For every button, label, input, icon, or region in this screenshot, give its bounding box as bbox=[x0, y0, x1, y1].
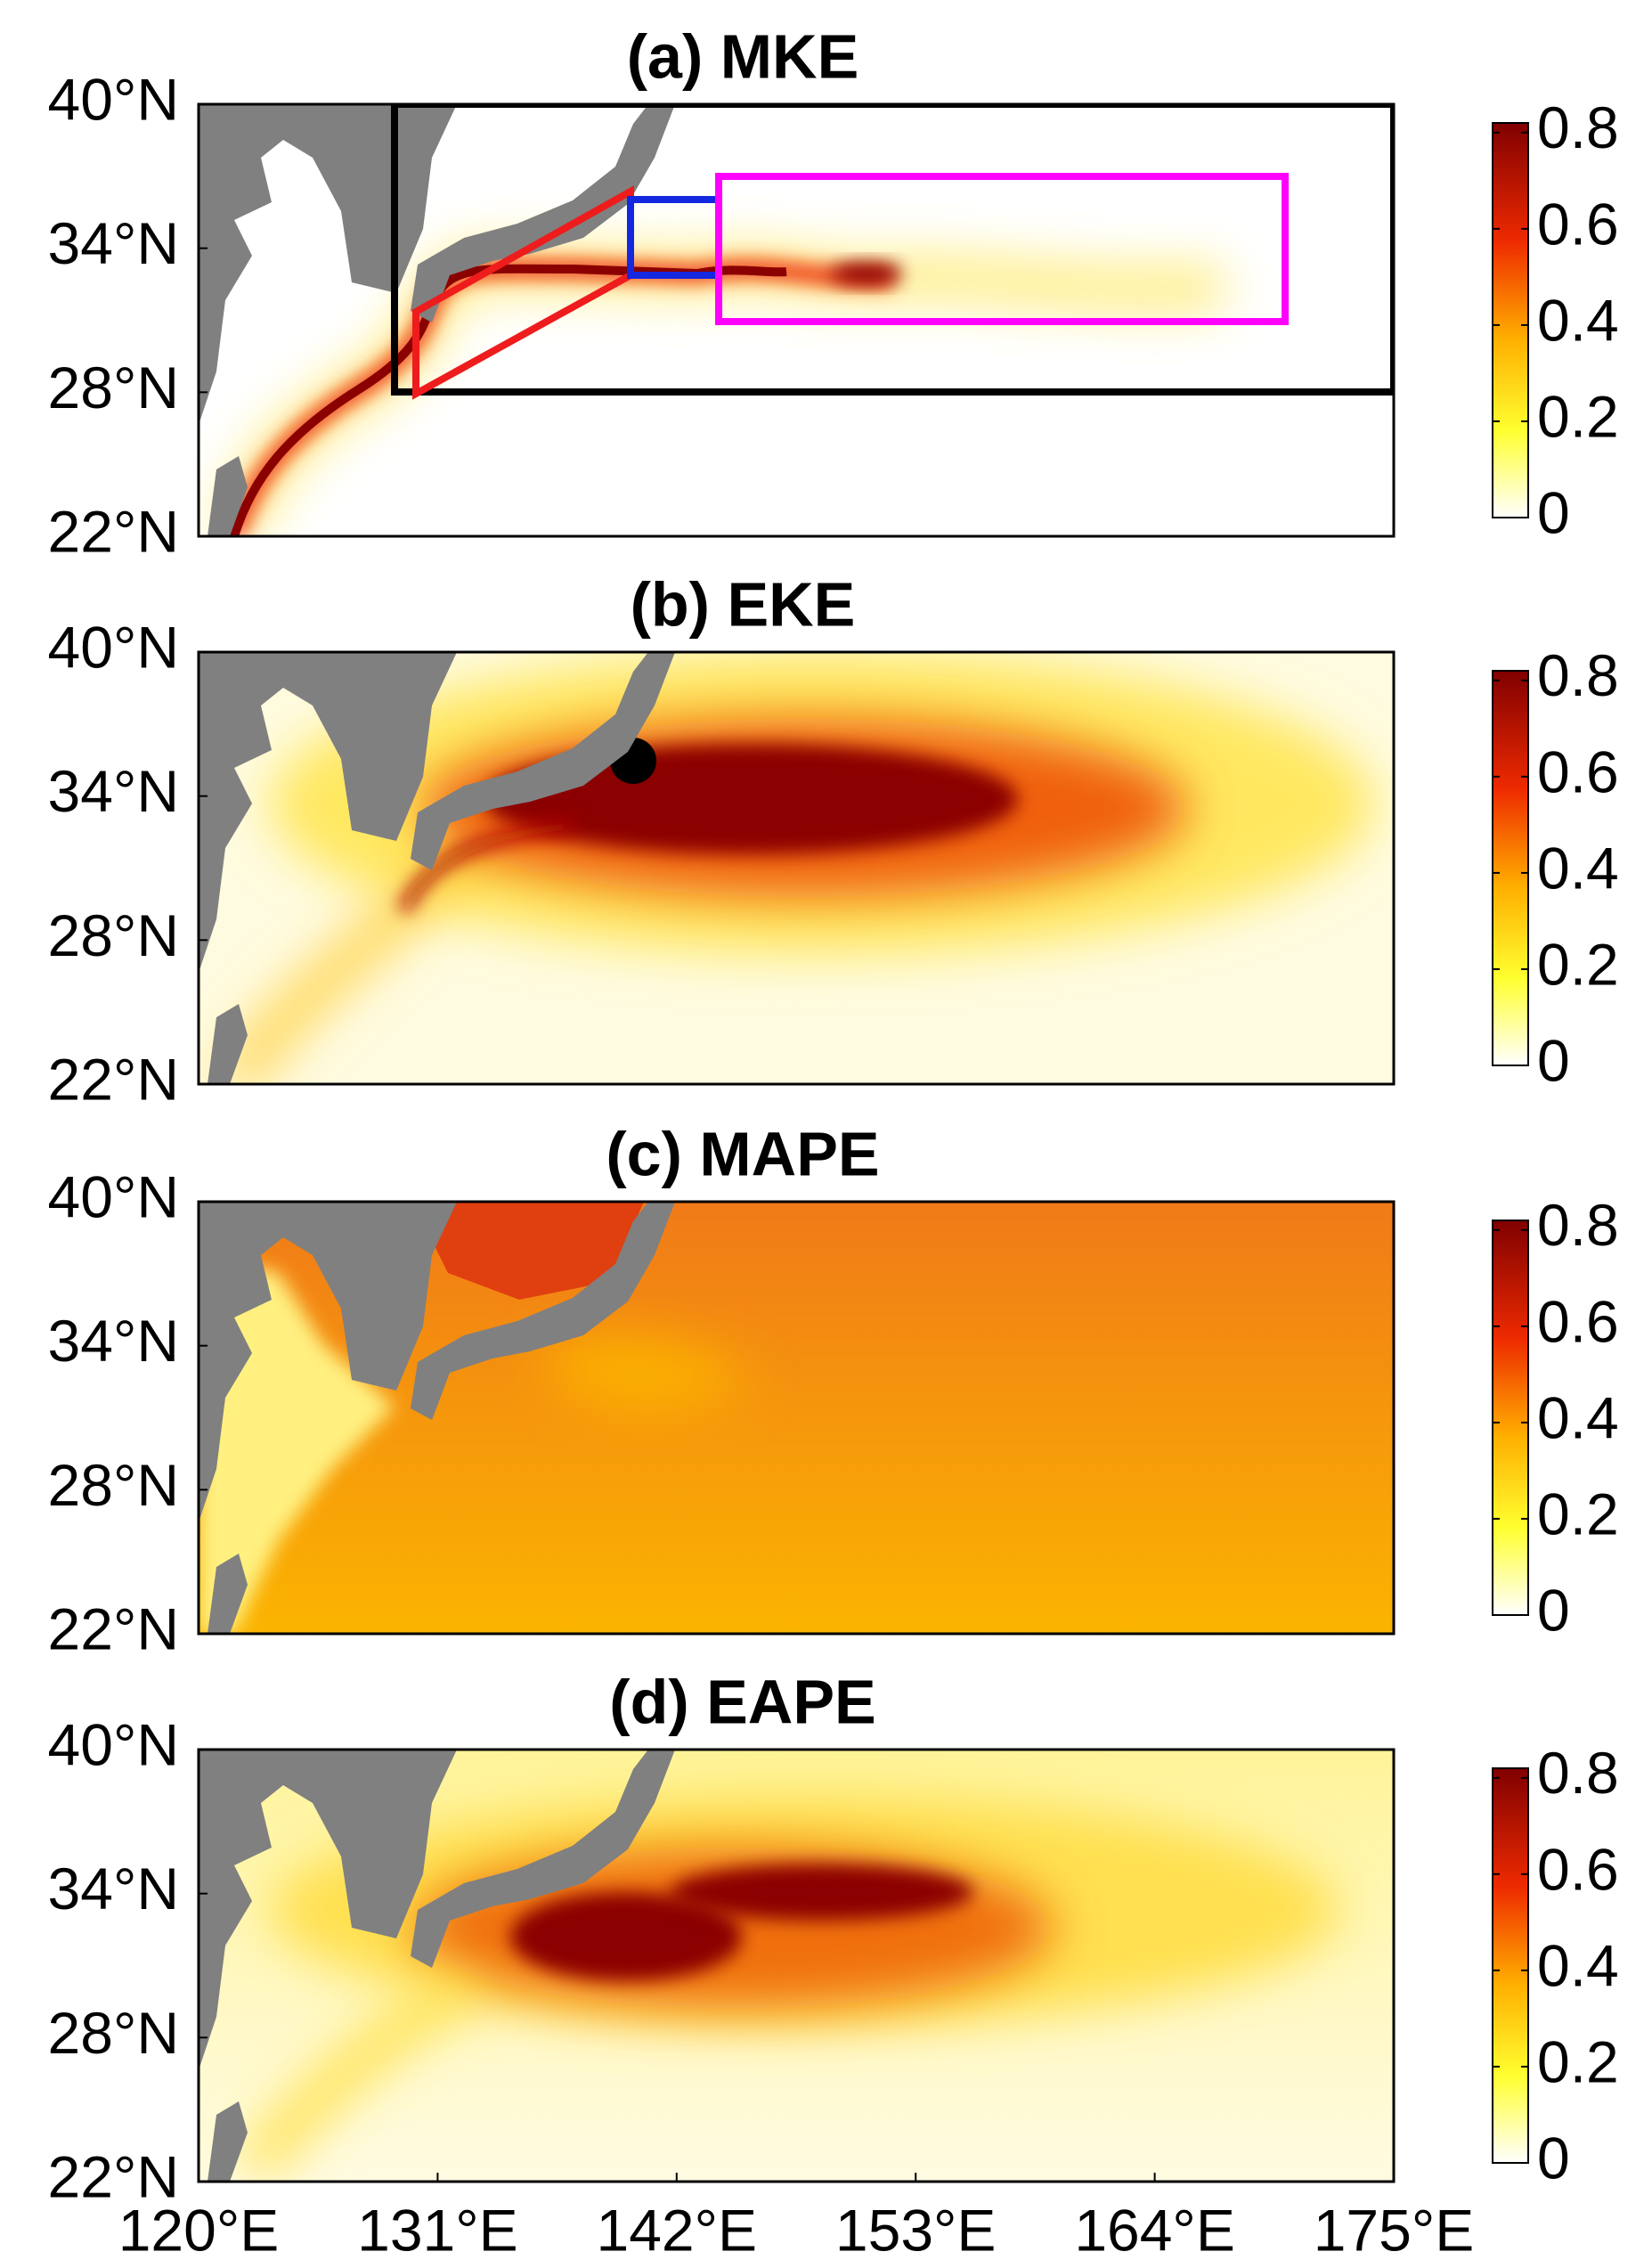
colorbar-tick-label: 0.6 bbox=[1537, 738, 1619, 804]
lat-tick-label: 22°N bbox=[48, 2143, 179, 2209]
map-frame bbox=[197, 1748, 1396, 2183]
panel-title: (c) MAPE bbox=[606, 1119, 879, 1188]
colorbar bbox=[1492, 122, 1529, 518]
lat-tick-label: 22°N bbox=[48, 498, 179, 564]
colorbar bbox=[1492, 1767, 1529, 2164]
lat-tick-label: 28°N bbox=[48, 355, 179, 420]
map-frame bbox=[197, 102, 1396, 538]
colorbar-tick-label: 0 bbox=[1537, 1027, 1570, 1093]
panel-title: (d) EAPE bbox=[609, 1667, 875, 1736]
colorbar-tick-label: 0.8 bbox=[1537, 642, 1619, 708]
lat-tick-label: 34°N bbox=[48, 758, 179, 824]
colorbar-tick-label: 0.4 bbox=[1537, 1384, 1619, 1450]
lat-tick-label: 40°N bbox=[48, 1163, 179, 1229]
panel-title: (a) MKE bbox=[627, 21, 859, 91]
colorbar bbox=[1492, 670, 1529, 1066]
colorbar-tick-label: 0.4 bbox=[1537, 1932, 1619, 1998]
colorbar-tick-label: 0 bbox=[1537, 2125, 1570, 2190]
map-frame bbox=[197, 650, 1396, 1086]
map-panel bbox=[199, 652, 1394, 1084]
colorbar-tick-label: 0.2 bbox=[1537, 383, 1619, 449]
lon-tick-label: 131°E bbox=[357, 2197, 518, 2263]
lat-tick-label: 34°N bbox=[48, 1856, 179, 1921]
colorbar bbox=[1492, 1220, 1529, 1616]
map-panel bbox=[199, 1750, 1394, 2182]
colorbar-tick-label: 0 bbox=[1537, 1577, 1570, 1643]
colorbar-tick-label: 0.6 bbox=[1537, 1288, 1619, 1354]
colorbar-tick-label: 0.2 bbox=[1537, 1481, 1619, 1546]
lat-tick-label: 40°N bbox=[48, 1711, 179, 1777]
lat-tick-label: 34°N bbox=[48, 1308, 179, 1374]
colorbar-tick-label: 0.2 bbox=[1537, 931, 1619, 997]
colorbar-tick-label: 0.6 bbox=[1537, 191, 1619, 257]
map-frame bbox=[197, 1200, 1396, 1636]
lat-tick-label: 40°N bbox=[48, 614, 179, 680]
map-panel bbox=[199, 1202, 1394, 1634]
colorbar-tick-label: 0 bbox=[1537, 479, 1570, 545]
colorbar-tick-label: 0.6 bbox=[1537, 1836, 1619, 1902]
colorbar-tick-label: 0.4 bbox=[1537, 287, 1619, 353]
lat-tick-label: 28°N bbox=[48, 2000, 179, 2066]
map-panel bbox=[199, 104, 1394, 536]
colorbar-tick-label: 0.8 bbox=[1537, 94, 1619, 160]
lon-tick-label: 142°E bbox=[597, 2197, 758, 2263]
lat-tick-label: 40°N bbox=[48, 66, 179, 132]
lat-tick-label: 28°N bbox=[48, 1452, 179, 1518]
lat-tick-label: 34°N bbox=[48, 210, 179, 276]
lon-tick-label: 120°E bbox=[118, 2197, 280, 2263]
lat-tick-label: 22°N bbox=[48, 1595, 179, 1661]
colorbar-tick-label: 0.8 bbox=[1537, 1740, 1619, 1806]
lon-tick-label: 175°E bbox=[1314, 2197, 1475, 2263]
lon-tick-label: 153°E bbox=[835, 2197, 997, 2263]
lon-tick-label: 164°E bbox=[1074, 2197, 1235, 2263]
colorbar-tick-label: 0.8 bbox=[1537, 1192, 1619, 1258]
panel-title: (b) EKE bbox=[631, 569, 856, 639]
colorbar-tick-label: 0.2 bbox=[1537, 2028, 1619, 2094]
lat-tick-label: 28°N bbox=[48, 902, 179, 968]
lat-tick-label: 22°N bbox=[48, 1046, 179, 1112]
colorbar-tick-label: 0.4 bbox=[1537, 835, 1619, 901]
